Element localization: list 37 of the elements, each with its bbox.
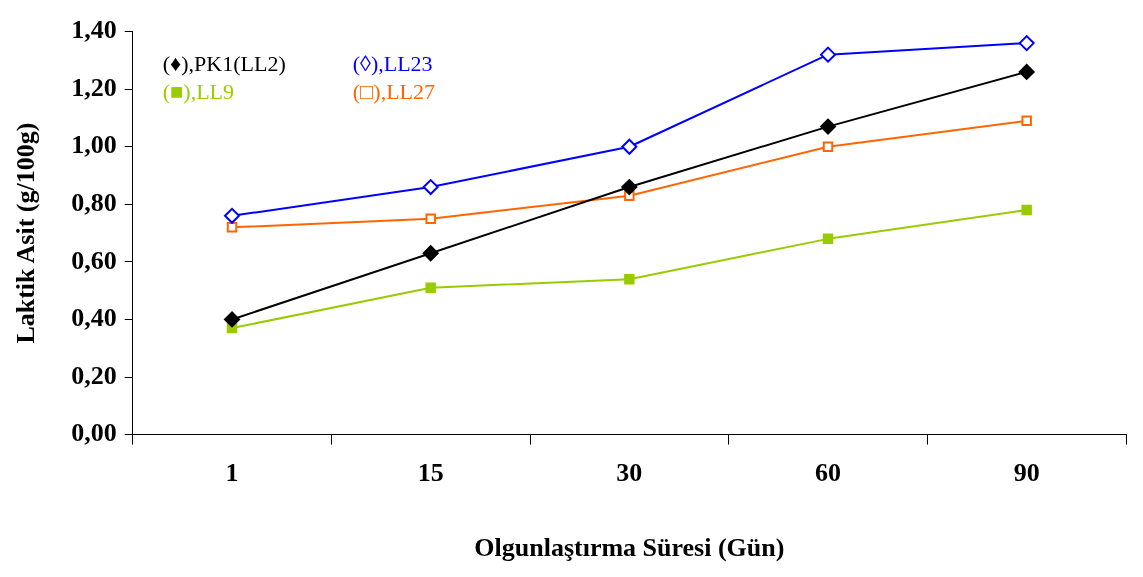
point [624, 273, 635, 285]
point [224, 311, 241, 328]
point [422, 245, 439, 262]
x-tick-label: 15 [417, 457, 444, 487]
point [1021, 115, 1032, 127]
text: (◊),LL23 [352, 51, 433, 77]
point [422, 179, 439, 196]
y-tick-label: 0,20 [71, 360, 117, 390]
y-tick-label: 1,20 [71, 72, 117, 102]
point [621, 138, 638, 155]
y-tick-label: 1,00 [71, 130, 117, 160]
y-axis-title: Laktik Asit (g/100g) [11, 122, 41, 344]
y-tick-label: 0,80 [71, 188, 117, 218]
x-axis-title: Olgunlaştırma Süresi (Gün) [474, 533, 785, 563]
text: (□),LL27 [352, 79, 436, 105]
point [820, 118, 837, 135]
y-tick-label: 0,00 [71, 418, 117, 448]
text: (■),LL9 [162, 79, 235, 105]
y-tick-label: 0,40 [71, 303, 117, 333]
point [1018, 63, 1035, 80]
x-tick-label: 90 [1013, 457, 1040, 487]
x-tick-label: 1 [225, 457, 239, 487]
text: (♦),PK1(LL2) [162, 51, 286, 77]
x-tick-label: 30 [616, 457, 643, 487]
point [822, 233, 834, 245]
y-tick-label: 1,40 [71, 15, 117, 45]
x-tick-label: 60 [815, 457, 842, 487]
point [621, 179, 638, 196]
point [425, 282, 436, 294]
point [1021, 204, 1032, 216]
y-tick-label: 0,60 [71, 245, 117, 275]
point [1018, 35, 1035, 52]
point [226, 222, 238, 233]
point [425, 213, 436, 224]
point [820, 46, 837, 63]
point [224, 207, 241, 224]
point [822, 141, 834, 152]
